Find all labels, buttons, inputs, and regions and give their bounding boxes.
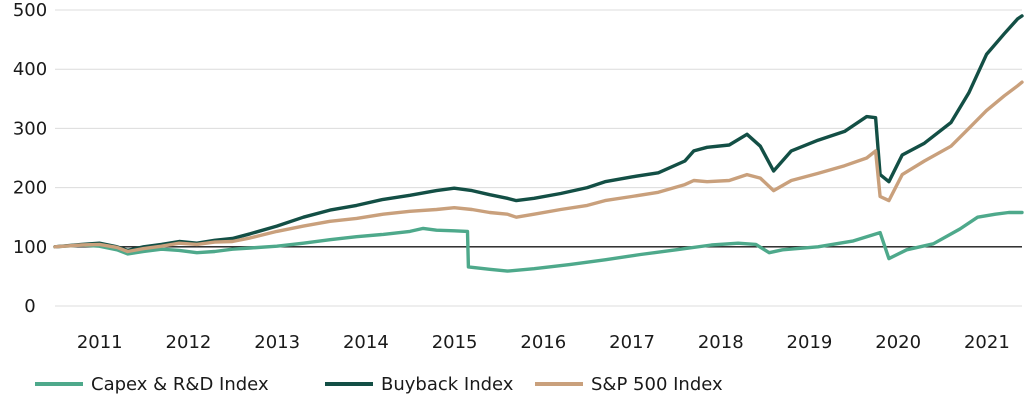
x-tick-label: 2015	[432, 332, 478, 353]
x-tick-label: 2018	[698, 332, 744, 353]
series-line	[53, 14, 1024, 253]
legend: Capex & R&D Index Buyback Index S&P 500 In…	[35, 374, 723, 395]
x-tick-label: 2013	[254, 332, 300, 353]
y-tick-label: 500	[13, 0, 47, 21]
y-tick-label: 400	[13, 59, 47, 80]
x-tick-label: 2019	[787, 332, 833, 353]
y-tick-label: 0	[24, 296, 35, 317]
x-tick-label: 2020	[875, 332, 921, 353]
y-tick-label: 200	[13, 178, 47, 199]
x-tick-label: 2016	[520, 332, 566, 353]
y-axis-tick-labels: 0 100 200 300 400 500	[13, 0, 47, 317]
x-tick-label: 2021	[964, 332, 1010, 353]
series-line	[53, 80, 1024, 254]
x-axis-tick-labels: 2011 2012 2013 2014 2015 2016 2017 2018 2019 2020…	[77, 332, 1010, 353]
series-lines	[53, 14, 1024, 273]
x-tick-label: 2012	[166, 332, 212, 353]
legend-label: Buyback Index	[381, 374, 514, 395]
x-tick-label: 2014	[343, 332, 389, 353]
x-tick-label: 2017	[609, 332, 655, 353]
y-tick-label: 300	[13, 118, 47, 139]
series-line	[53, 210, 1024, 273]
y-tick-label: 100	[13, 237, 47, 258]
legend-label: Capex & R&D Index	[91, 374, 269, 395]
x-tick-label: 2011	[77, 332, 123, 353]
legend-label: S&P 500 Index	[591, 374, 723, 395]
